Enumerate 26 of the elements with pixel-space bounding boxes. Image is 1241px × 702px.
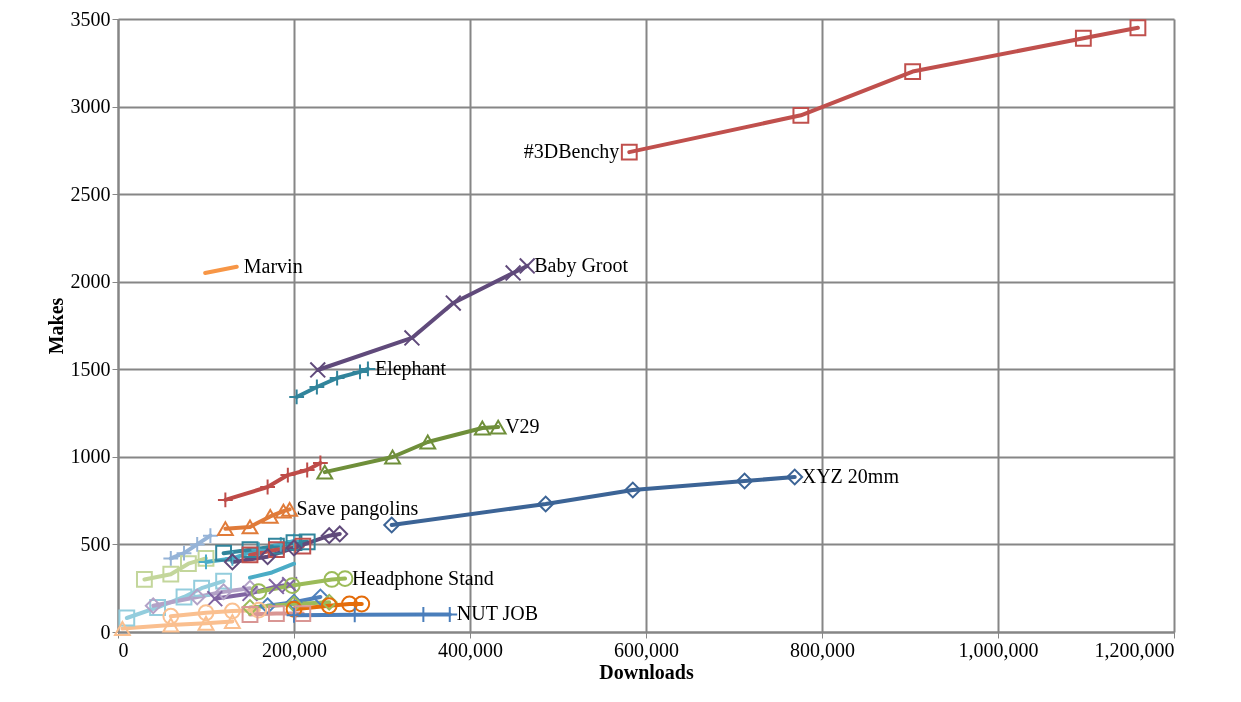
x-tick-label: 600,000 xyxy=(614,638,679,661)
series-label: Save pangolins xyxy=(296,497,419,521)
x-axis-title: Downloads xyxy=(599,660,694,683)
series-label: Headphone Stand xyxy=(352,566,494,590)
y-axis-title: Makes xyxy=(44,297,67,355)
y-tick-label: 1000 xyxy=(70,445,111,468)
y-tick-label: 500 xyxy=(80,532,111,555)
series-label: XYZ 20mm xyxy=(801,465,900,487)
series-label: NUT JOB xyxy=(456,602,539,625)
x-tick-label: 800,000 xyxy=(790,638,855,661)
series-label: Baby Groot xyxy=(534,253,629,277)
series-label: Elephant xyxy=(374,356,447,380)
series-label: V29 xyxy=(505,415,540,438)
x-tick-label: 200,000 xyxy=(262,638,327,661)
y-tick-label: 2000 xyxy=(70,270,111,293)
series-label: Marvin xyxy=(243,254,303,277)
y-tick-label: 2500 xyxy=(70,182,111,205)
x-tick-label: 0 xyxy=(118,638,129,661)
series-label: #3DBenchy xyxy=(523,140,620,164)
y-tick-label: 3000 xyxy=(70,95,111,118)
y-tick-label: 3500 xyxy=(70,7,111,30)
x-tick-label: 1,000,000 xyxy=(958,638,1039,661)
y-tick-label: 1500 xyxy=(70,357,111,380)
x-tick-label: 1,200,000 xyxy=(1094,638,1175,661)
y-tick-label: 0 xyxy=(100,620,111,643)
x-tick-label: 400,000 xyxy=(438,638,503,661)
